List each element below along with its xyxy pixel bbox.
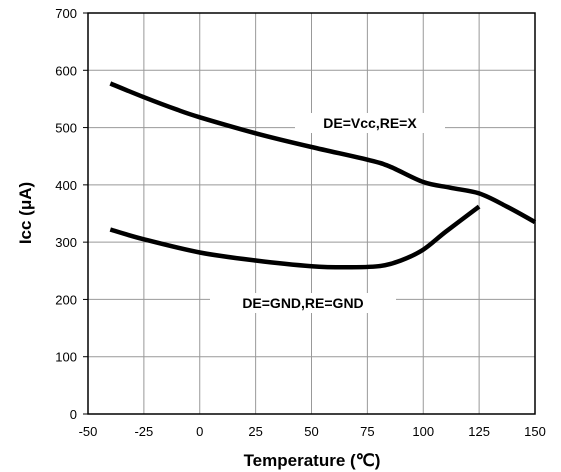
x-tick-label: -50 — [79, 424, 98, 439]
series-label-de-gnd: DE=GND,RE=GND — [242, 295, 363, 311]
x-tick-label: 0 — [196, 424, 203, 439]
y-tick-label: 100 — [55, 350, 77, 365]
x-tick-label: 100 — [412, 424, 434, 439]
annotation-bg-upper — [295, 113, 445, 133]
y-tick-label: 700 — [55, 6, 77, 21]
x-tick-label: 50 — [304, 424, 318, 439]
series-group — [109, 81, 537, 270]
plot-border — [87, 12, 536, 415]
series-line-2 — [109, 204, 481, 270]
annotation-bg-lower — [210, 293, 396, 313]
y-tick-labels: 0 100 200 300 400 500 600 700 — [55, 6, 77, 422]
y-tick-label: 600 — [55, 63, 77, 78]
x-tick-labels: -50 -25 0 25 50 75 100 125 150 — [79, 424, 546, 439]
y-tick-label: 200 — [55, 292, 77, 307]
x-tick-label: 150 — [524, 424, 546, 439]
series-label-de-vcc: DE=Vcc,RE=X — [323, 115, 417, 131]
x-tick-label: -25 — [134, 424, 153, 439]
y-axis-label: Icc (μA) — [16, 182, 35, 244]
x-tick-label: 25 — [248, 424, 262, 439]
y-tick-label: 0 — [70, 407, 77, 422]
y-tick-label: 400 — [55, 178, 77, 193]
x-axis-label: Temperature (℃) — [244, 451, 381, 470]
y-tick-label: 500 — [55, 121, 77, 136]
series-line-1 — [109, 81, 537, 225]
x-tick-label: 125 — [468, 424, 490, 439]
x-tick-label: 75 — [360, 424, 374, 439]
y-tick-label: 300 — [55, 235, 77, 250]
